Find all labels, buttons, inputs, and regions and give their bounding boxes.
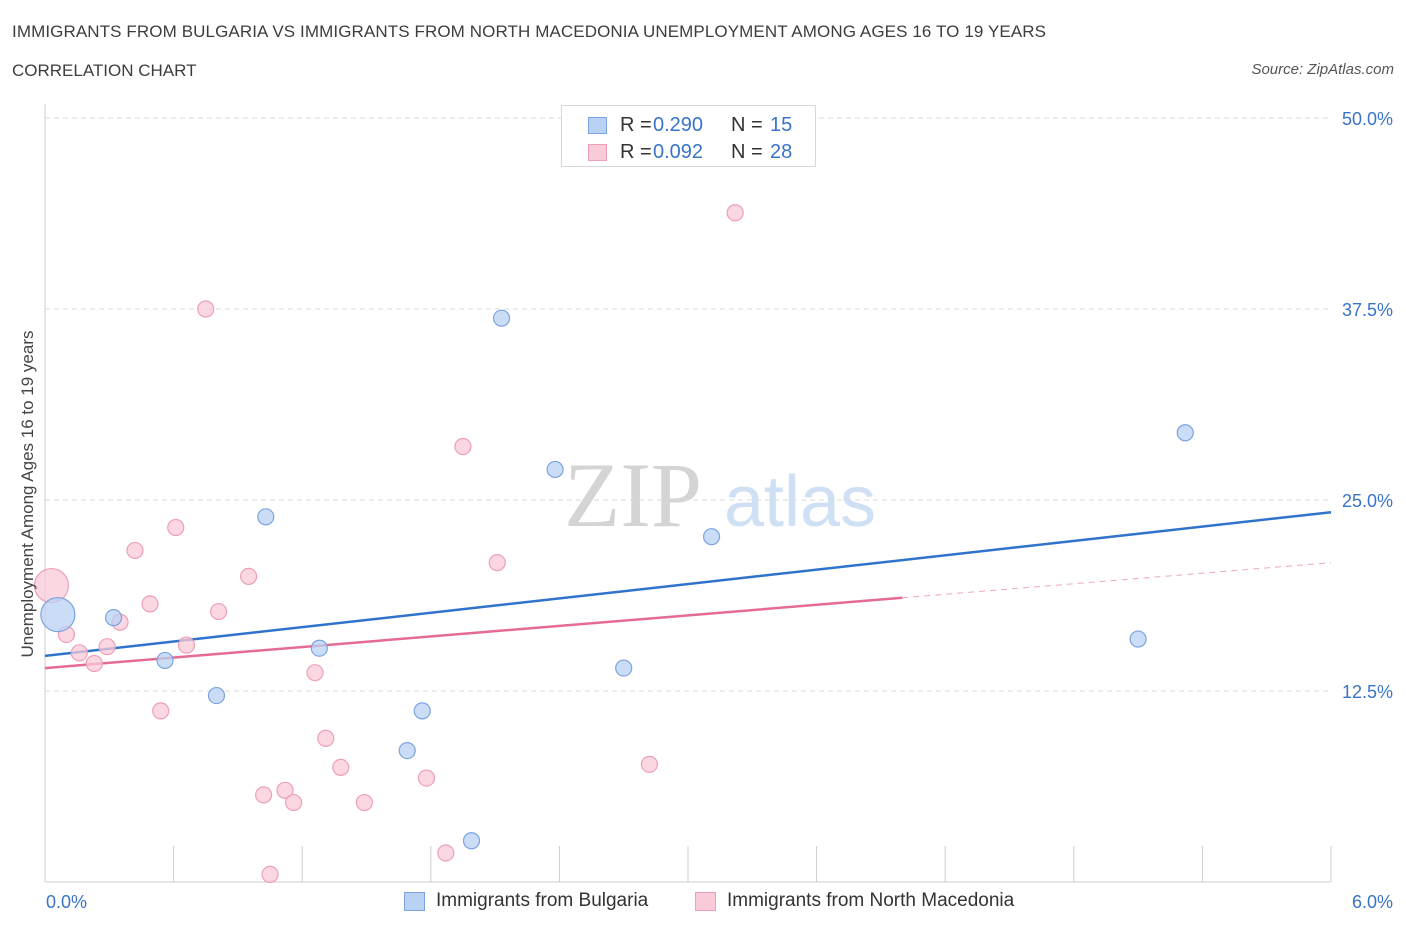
axes: [44, 104, 1332, 883]
x-tick-label: 0.0%: [46, 892, 87, 912]
point-macedonia: [332, 758, 350, 777]
trend-lines: [44, 510, 1332, 670]
point-macedonia: [417, 769, 436, 787]
point-macedonia: [98, 638, 116, 656]
watermark: ZIP atlas: [564, 444, 876, 546]
y-tick-label: 37.5%: [1342, 300, 1393, 320]
point-macedonia: [488, 554, 506, 572]
point-bulgaria: [1176, 424, 1194, 442]
point-bulgaria: [310, 639, 328, 657]
point-bulgaria: [462, 832, 481, 850]
point-macedonia: [317, 729, 335, 747]
bulgaria-swatch: [404, 892, 425, 911]
point-macedonia: [437, 844, 455, 862]
point-bulgaria: [702, 528, 721, 546]
point-bulgaria: [104, 609, 123, 627]
r-label: R =: [620, 141, 652, 163]
trend-line-macedonia: [44, 596, 903, 670]
watermark-atlas: atlas: [724, 462, 876, 542]
point-macedonia: [210, 602, 228, 621]
bulgaria-swatch: [588, 117, 607, 134]
point-macedonia: [240, 567, 258, 586]
chart-title: IMMIGRANTS FROM BULGARIA VS IMMIGRANTS F…: [12, 22, 1047, 41]
r-value-macedonia: 0.092: [653, 141, 704, 163]
point-bulgaria: [546, 460, 564, 479]
y-tick-label: 12.5%: [1342, 682, 1393, 702]
point-macedonia: [255, 786, 273, 804]
tick-labels: 12.5% 25.0% 37.5% 50.0% 0.0% 6.0%: [46, 109, 1393, 912]
macedonia-swatch: [695, 892, 716, 911]
point-macedonia: [152, 702, 170, 720]
point-macedonia: [85, 654, 103, 673]
point-macedonia: [126, 541, 144, 560]
point-bulgaria: [413, 702, 431, 720]
y-tick-label: 50.0%: [1342, 109, 1393, 129]
point-bulgaria: [257, 508, 275, 526]
point-macedonia: [276, 781, 294, 799]
data-points: [33, 204, 1194, 883]
point-bulgaria: [156, 651, 174, 670]
point-macedonia: [285, 793, 303, 812]
n-value-bulgaria: 15: [770, 114, 793, 136]
r-value-bulgaria: 0.290: [653, 114, 704, 136]
point-macedonia: [261, 865, 279, 883]
trend-line-bulgaria: [44, 510, 1332, 658]
n-label: N =: [731, 114, 763, 136]
correlation-legend: R = 0.290 N = 15 R = 0.092 N = 28: [561, 105, 816, 167]
point-bulgaria: [1129, 630, 1147, 648]
point-macedonia: [33, 567, 70, 604]
point-macedonia: [177, 636, 196, 654]
point-bulgaria: [492, 309, 511, 327]
n-label: N =: [731, 141, 763, 163]
y-tick-label: 25.0%: [1342, 491, 1393, 511]
point-bulgaria: [40, 596, 76, 633]
legend-label-bulgaria: Immigrants from Bulgaria: [436, 890, 649, 911]
source-credit: Source: ZipAtlas.com: [1251, 61, 1394, 78]
point-macedonia: [167, 518, 185, 537]
trend-line-macedonia-extension: [902, 562, 1332, 599]
point-macedonia: [726, 204, 744, 222]
legend-label-macedonia: Immigrants from North Macedonia: [727, 890, 1015, 911]
point-macedonia: [197, 300, 215, 318]
point-bulgaria: [207, 686, 226, 705]
point-macedonia: [141, 595, 159, 613]
point-macedonia: [355, 793, 373, 812]
point-macedonia: [640, 755, 659, 773]
n-value-macedonia: 28: [770, 141, 793, 163]
point-bulgaria: [615, 659, 633, 677]
macedonia-swatch: [588, 144, 607, 161]
point-macedonia: [454, 437, 472, 456]
r-label: R =: [620, 114, 652, 136]
point-macedonia: [70, 644, 88, 662]
point-bulgaria: [398, 741, 416, 760]
watermark-zip: ZIP: [564, 444, 702, 546]
chart-subtitle: CORRELATION CHART: [12, 61, 197, 80]
x-tick-label: 6.0%: [1352, 892, 1393, 912]
grid: [45, 117, 1331, 692]
y-axis-label: Unemployment Among Ages 16 to 19 years: [18, 331, 37, 658]
point-macedonia: [306, 664, 324, 682]
